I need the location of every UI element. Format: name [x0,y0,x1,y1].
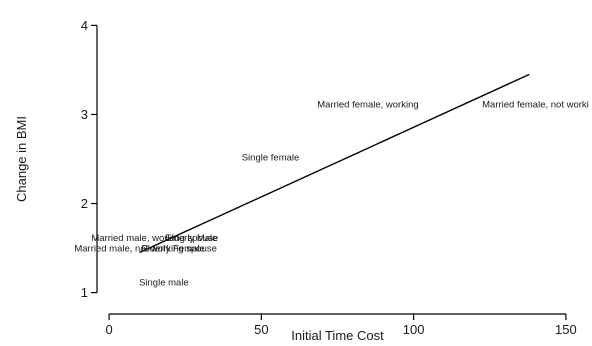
x-tick-label: 100 [403,322,425,337]
y-tick-label: 1 [81,285,88,300]
point-label: Married male, not working spouse [74,244,217,255]
fitted-line [139,73,530,254]
x-tick-label: 0 [105,322,112,337]
point-label: Elderly Female [141,244,204,255]
x-axis-title: Initial Time Cost [291,328,384,343]
point-label: Elderly Male [165,233,217,244]
point-label: Married male, working spouse [91,233,218,244]
y-axis-title: Change in BMI [14,116,29,202]
x-tick-label: 150 [555,322,577,337]
point-labels: Married female, working Married female, n… [74,99,588,288]
point-label: Married female, not worki [482,99,589,110]
y-tick-label: 2 [81,196,88,211]
tick-marks: 1 2 3 4 0 50 100 150 [81,18,577,337]
fit-line-group [139,73,530,254]
point-label: Single male [139,277,189,288]
y-tick-label: 4 [81,18,88,33]
point-label: Married female, working [317,99,418,110]
point-label: Single female [242,153,300,164]
x-tick-label: 50 [254,322,268,337]
y-tick-label: 3 [81,107,88,122]
axes [96,25,566,315]
